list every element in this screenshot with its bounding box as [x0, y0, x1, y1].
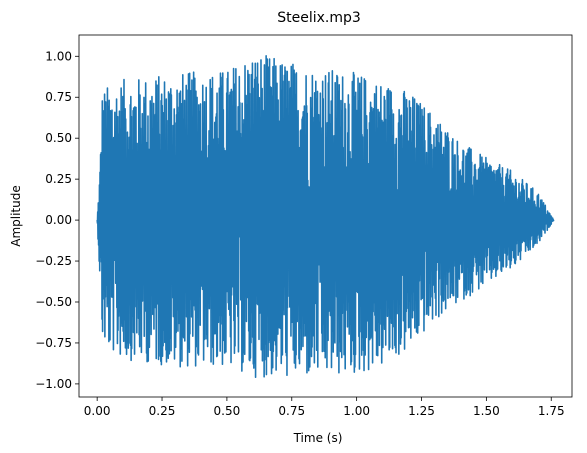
y-tick-label: 1.00: [45, 49, 72, 63]
y-tick-label: 0.75: [45, 90, 72, 104]
x-tick-label: 1.00: [343, 404, 370, 418]
x-tick-label: 0.75: [278, 404, 305, 418]
y-axis-label: Amplitude: [9, 185, 23, 247]
plot-area: [96, 55, 555, 379]
y-tick-label: −0.25: [35, 254, 72, 268]
y-tick-label: −1.00: [35, 377, 72, 391]
x-tick-label: 0.50: [214, 404, 241, 418]
y-tick-label: 0.00: [45, 213, 72, 227]
x-axis-label: Time (s): [293, 431, 343, 445]
chart-title: Steelix.mp3: [277, 10, 361, 26]
axes: 0.00 0.25 0.50 0.75 1.00 1.25 1.50 1.75 −1.00 −0.…: [35, 34, 573, 418]
x-tick-label: 0.00: [84, 404, 111, 418]
y-tick-label: 0.50: [45, 131, 72, 145]
y-tick-label: −0.50: [35, 295, 72, 309]
axes-frame: [78, 34, 573, 398]
y-tick-label: 0.25: [45, 172, 72, 186]
x-tick-label: 1.25: [408, 404, 435, 418]
y-tick-label: −0.75: [35, 336, 72, 350]
x-tick-label: 1.50: [473, 404, 500, 418]
x-tick-label: 0.25: [149, 404, 176, 418]
x-tick-label: 1.75: [538, 404, 565, 418]
waveform-series-line: [96, 55, 555, 379]
